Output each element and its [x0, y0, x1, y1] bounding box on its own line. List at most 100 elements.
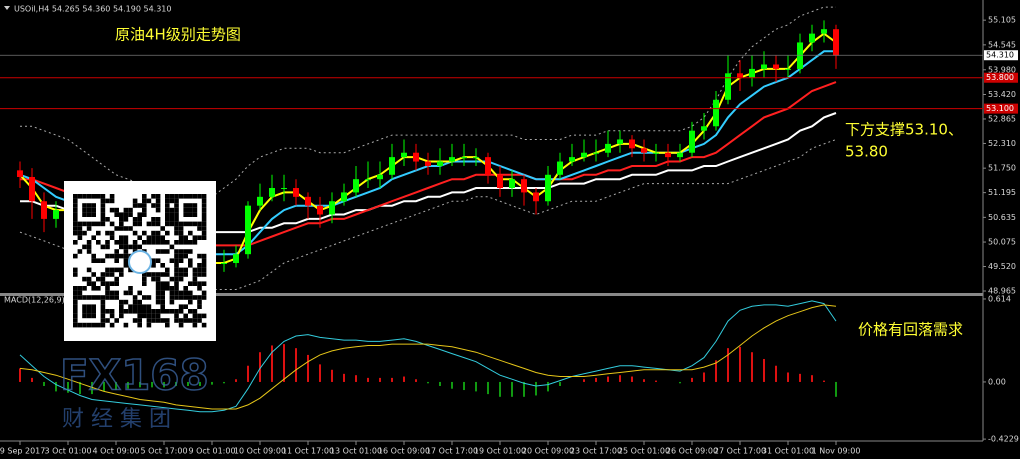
qr-module — [188, 318, 193, 323]
qr-module — [174, 267, 179, 273]
candle-body — [425, 161, 431, 166]
qr-module — [100, 295, 106, 300]
qr-module — [197, 221, 202, 227]
qr-module — [82, 304, 87, 309]
macd-histogram-bar — [211, 381, 213, 385]
qr-module — [128, 212, 133, 217]
qr-module — [96, 221, 101, 227]
qr-module — [165, 322, 170, 328]
qr-module — [109, 309, 115, 314]
macd-histogram-bar — [43, 381, 45, 386]
y-tick-label: 52.310 — [988, 139, 1016, 148]
qr-module — [165, 212, 170, 217]
candle-body — [233, 254, 239, 264]
qr-module — [100, 194, 106, 199]
macd-histogram-bar — [187, 381, 189, 386]
qr-module — [178, 249, 184, 254]
macd-histogram-bar — [379, 377, 381, 382]
qr-module — [128, 286, 133, 291]
qr-module — [197, 286, 202, 291]
qr-module — [188, 290, 193, 296]
macd-histogram-bar — [403, 376, 405, 382]
qr-module — [160, 263, 165, 268]
qr-module — [151, 272, 156, 277]
candle-body — [329, 201, 335, 215]
qr-module — [137, 304, 142, 309]
qr-module — [178, 322, 184, 328]
qr-module — [109, 267, 115, 273]
macd-histogram-bar — [103, 381, 105, 392]
qr-module — [73, 212, 78, 217]
qr-module — [119, 235, 124, 240]
candle-body — [641, 148, 647, 153]
qr-module — [160, 295, 165, 300]
qr-module — [109, 198, 115, 204]
qr-module — [169, 276, 175, 282]
macd-histogram-bar — [655, 380, 657, 382]
qr-module — [155, 290, 161, 296]
qr-module — [96, 194, 101, 199]
qr-module — [119, 304, 124, 309]
qr-module — [128, 309, 133, 314]
qr-module — [151, 194, 156, 199]
qr-module — [109, 295, 115, 300]
qr-module — [174, 286, 179, 291]
macd-line — [19, 304, 837, 410]
qr-module — [160, 235, 165, 240]
qr-module — [155, 286, 161, 291]
qr-module — [91, 304, 96, 309]
macd-histogram-bar — [163, 381, 165, 388]
x-tick-label: 29 Sep 2017 — [0, 447, 45, 456]
qr-module — [155, 194, 161, 199]
qr-module — [128, 290, 133, 296]
qr-module — [137, 221, 142, 227]
candle-body — [713, 99, 719, 127]
qr-module — [91, 272, 96, 277]
qr-module — [192, 276, 198, 282]
qr-module — [128, 304, 133, 309]
qr-module — [160, 286, 165, 291]
qr-module — [165, 217, 170, 222]
qr-module — [178, 295, 184, 300]
qr-module — [100, 203, 106, 208]
qr-module — [82, 286, 87, 291]
qr-module — [73, 272, 78, 277]
qr-module — [123, 299, 129, 305]
qr-module — [151, 263, 156, 268]
qr-module — [160, 272, 165, 277]
qr-module — [178, 258, 184, 263]
qr-module — [128, 244, 133, 250]
y-tick-label: 54.545 — [988, 40, 1016, 49]
candle-body — [29, 176, 35, 202]
qr-module — [105, 318, 110, 323]
qr-module — [100, 281, 106, 286]
qr-module — [146, 295, 152, 300]
qr-module — [151, 276, 156, 282]
qr-module — [151, 309, 156, 314]
qr-module — [86, 267, 92, 273]
x-tick-label: 13 Oct 01:00 — [330, 447, 382, 456]
qr-module — [160, 318, 165, 323]
qr-module — [151, 313, 156, 319]
qr-module — [201, 235, 207, 240]
qr-module — [174, 309, 179, 314]
y-tick-label: 53.420 — [988, 90, 1016, 99]
qr-module — [105, 272, 110, 277]
qr-module — [86, 249, 92, 254]
qr-module — [86, 281, 92, 286]
macd-histogram-bar — [91, 381, 93, 395]
qr-module — [73, 286, 78, 291]
qr-module — [165, 198, 170, 204]
qr-module — [100, 276, 106, 282]
qr-module — [114, 258, 119, 263]
qr-module — [174, 281, 179, 286]
qr-module — [77, 194, 83, 199]
qr-module — [146, 272, 152, 277]
candle-body — [449, 157, 455, 162]
qr-module — [73, 240, 78, 245]
macd-histogram-bar — [535, 381, 537, 396]
macd-histogram-bar — [583, 379, 585, 382]
candle-body — [785, 68, 791, 70]
qr-module — [91, 258, 96, 263]
macd-histogram-bar — [703, 372, 705, 382]
